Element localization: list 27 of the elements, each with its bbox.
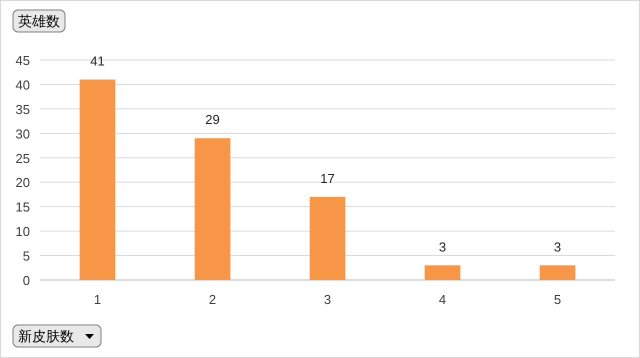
data-label: 17 bbox=[320, 170, 335, 186]
y-tick-label: 0 bbox=[22, 273, 30, 288]
y-tick-label: 10 bbox=[16, 224, 30, 240]
y-tick-label: 25 bbox=[16, 150, 30, 166]
x-tick-label: 1 bbox=[94, 292, 102, 307]
data-label: 3 bbox=[438, 239, 446, 254]
bar bbox=[194, 138, 230, 280]
y-tick-label: 40 bbox=[16, 77, 30, 92]
y-tick-label: 5 bbox=[22, 248, 30, 264]
x-tick-label: 3 bbox=[324, 292, 332, 307]
x-tick-label: 5 bbox=[554, 292, 562, 307]
bar bbox=[424, 265, 460, 280]
x-tick-label: 4 bbox=[438, 292, 446, 307]
data-label: 3 bbox=[554, 239, 562, 254]
y-tick-label: 20 bbox=[16, 175, 30, 190]
y-tick-label: 15 bbox=[16, 200, 30, 215]
x-tick-label: 2 bbox=[208, 292, 216, 307]
bar bbox=[540, 265, 576, 280]
y-tick-label: 30 bbox=[16, 126, 30, 142]
x-axis-title: 新皮肤数 bbox=[18, 328, 74, 344]
y-tick-label: 45 bbox=[16, 53, 30, 68]
y-axis-title: 英雄数 bbox=[18, 13, 60, 29]
bar bbox=[310, 196, 346, 280]
data-label: 29 bbox=[205, 112, 220, 128]
y-tick-label: 35 bbox=[16, 102, 30, 117]
data-label: 41 bbox=[90, 54, 105, 69]
bar bbox=[80, 80, 116, 280]
